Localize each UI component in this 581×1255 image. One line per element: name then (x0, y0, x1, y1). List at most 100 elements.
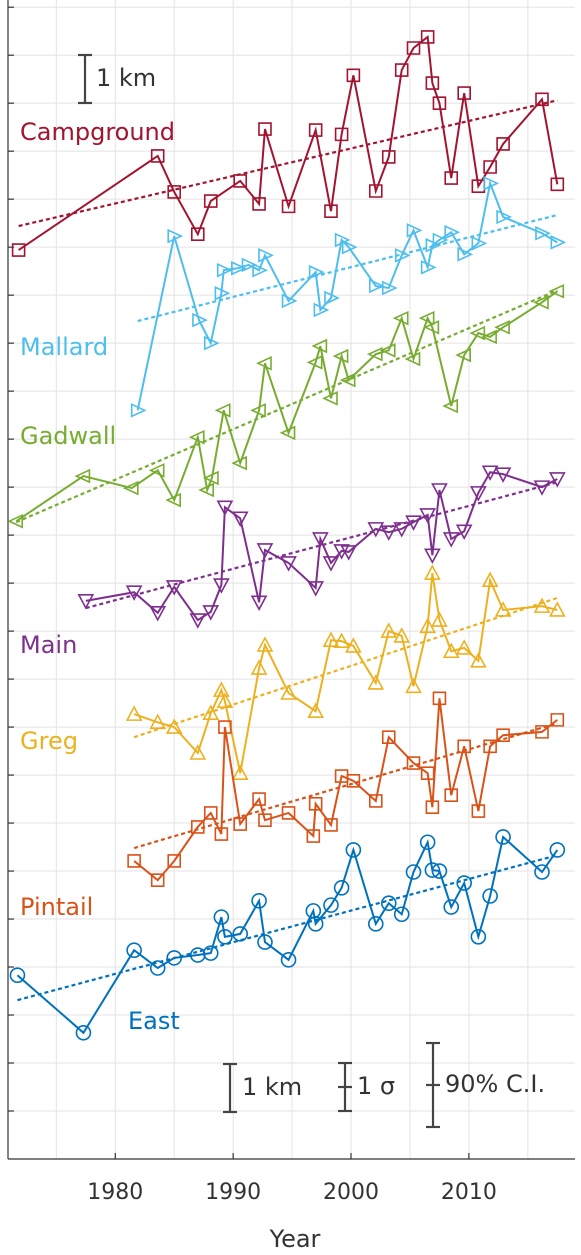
marker (431, 483, 448, 499)
marker (535, 725, 549, 739)
marker (420, 30, 435, 44)
marker (394, 248, 411, 263)
series-line (133, 572, 558, 774)
marker (150, 873, 165, 887)
marker (470, 928, 487, 945)
trend-line (133, 596, 558, 739)
marker (7, 513, 24, 529)
marker (432, 96, 447, 110)
marker (307, 702, 325, 719)
marker (481, 571, 499, 588)
marker (455, 639, 473, 655)
marker (379, 343, 396, 358)
marker (381, 150, 396, 164)
marker (214, 827, 229, 841)
marker (469, 486, 487, 502)
series-label: Greg (20, 727, 78, 755)
x-tick-label: 1990 (205, 1180, 261, 1205)
marker (280, 684, 297, 700)
marker (346, 68, 361, 83)
marker (125, 705, 143, 721)
marker (190, 820, 205, 834)
marker (405, 864, 422, 880)
marker (256, 636, 274, 652)
marker (127, 854, 141, 868)
marker (535, 225, 551, 241)
marker (406, 41, 421, 55)
marker (231, 455, 248, 471)
marker (324, 818, 338, 832)
marker (380, 525, 398, 541)
marker (471, 236, 488, 251)
marker (167, 854, 182, 868)
marker (188, 429, 205, 445)
marker (469, 325, 486, 341)
marker (431, 611, 448, 627)
marker (418, 310, 435, 326)
marker (380, 622, 398, 638)
marker (281, 199, 296, 214)
legend-bar-label: 90% C.I. (445, 1070, 545, 1098)
marker (250, 595, 268, 611)
marker (311, 338, 328, 354)
marker (308, 264, 325, 280)
marker (213, 578, 230, 594)
marker (149, 606, 167, 622)
marker (232, 926, 249, 942)
marker (496, 209, 513, 225)
marker (332, 348, 349, 364)
marker (496, 728, 510, 743)
marker (481, 329, 497, 345)
marker (535, 92, 549, 107)
marker (444, 225, 461, 240)
marker (442, 532, 460, 548)
marker (122, 480, 139, 496)
marker (392, 310, 409, 326)
marker (548, 601, 566, 617)
marker (425, 76, 440, 90)
trend-line (17, 854, 558, 1002)
series-label: East (128, 1007, 180, 1035)
marker (241, 257, 258, 273)
marker (231, 764, 249, 780)
marker (258, 122, 272, 136)
marker (166, 950, 183, 966)
marker (381, 280, 398, 296)
scale-bar (223, 1062, 237, 1114)
marker (167, 228, 184, 244)
marker (455, 347, 471, 363)
marker (457, 86, 471, 100)
marker (214, 285, 231, 301)
marker (231, 511, 249, 527)
marker (307, 581, 325, 597)
marker (419, 508, 436, 524)
series-label: Gadwall (20, 422, 116, 450)
marker (203, 194, 218, 208)
marker (192, 312, 208, 328)
marker (189, 613, 207, 629)
marker (442, 642, 460, 659)
marker (213, 909, 230, 925)
marker (322, 556, 340, 572)
marker (281, 806, 296, 820)
marker (203, 335, 220, 351)
marker (393, 522, 411, 538)
marker (251, 893, 267, 909)
marker (548, 472, 566, 488)
series-label: Main (20, 631, 77, 659)
trend-line (15, 289, 558, 524)
marker (216, 692, 234, 708)
marker (367, 916, 384, 932)
marker (167, 185, 182, 199)
marker (281, 293, 298, 309)
marker (231, 261, 247, 276)
marker (469, 652, 487, 668)
marker (203, 806, 218, 820)
marker (190, 227, 205, 241)
marker (431, 863, 448, 879)
marker (148, 463, 165, 478)
marker (189, 744, 207, 760)
marker (481, 465, 499, 481)
marker (306, 829, 321, 843)
